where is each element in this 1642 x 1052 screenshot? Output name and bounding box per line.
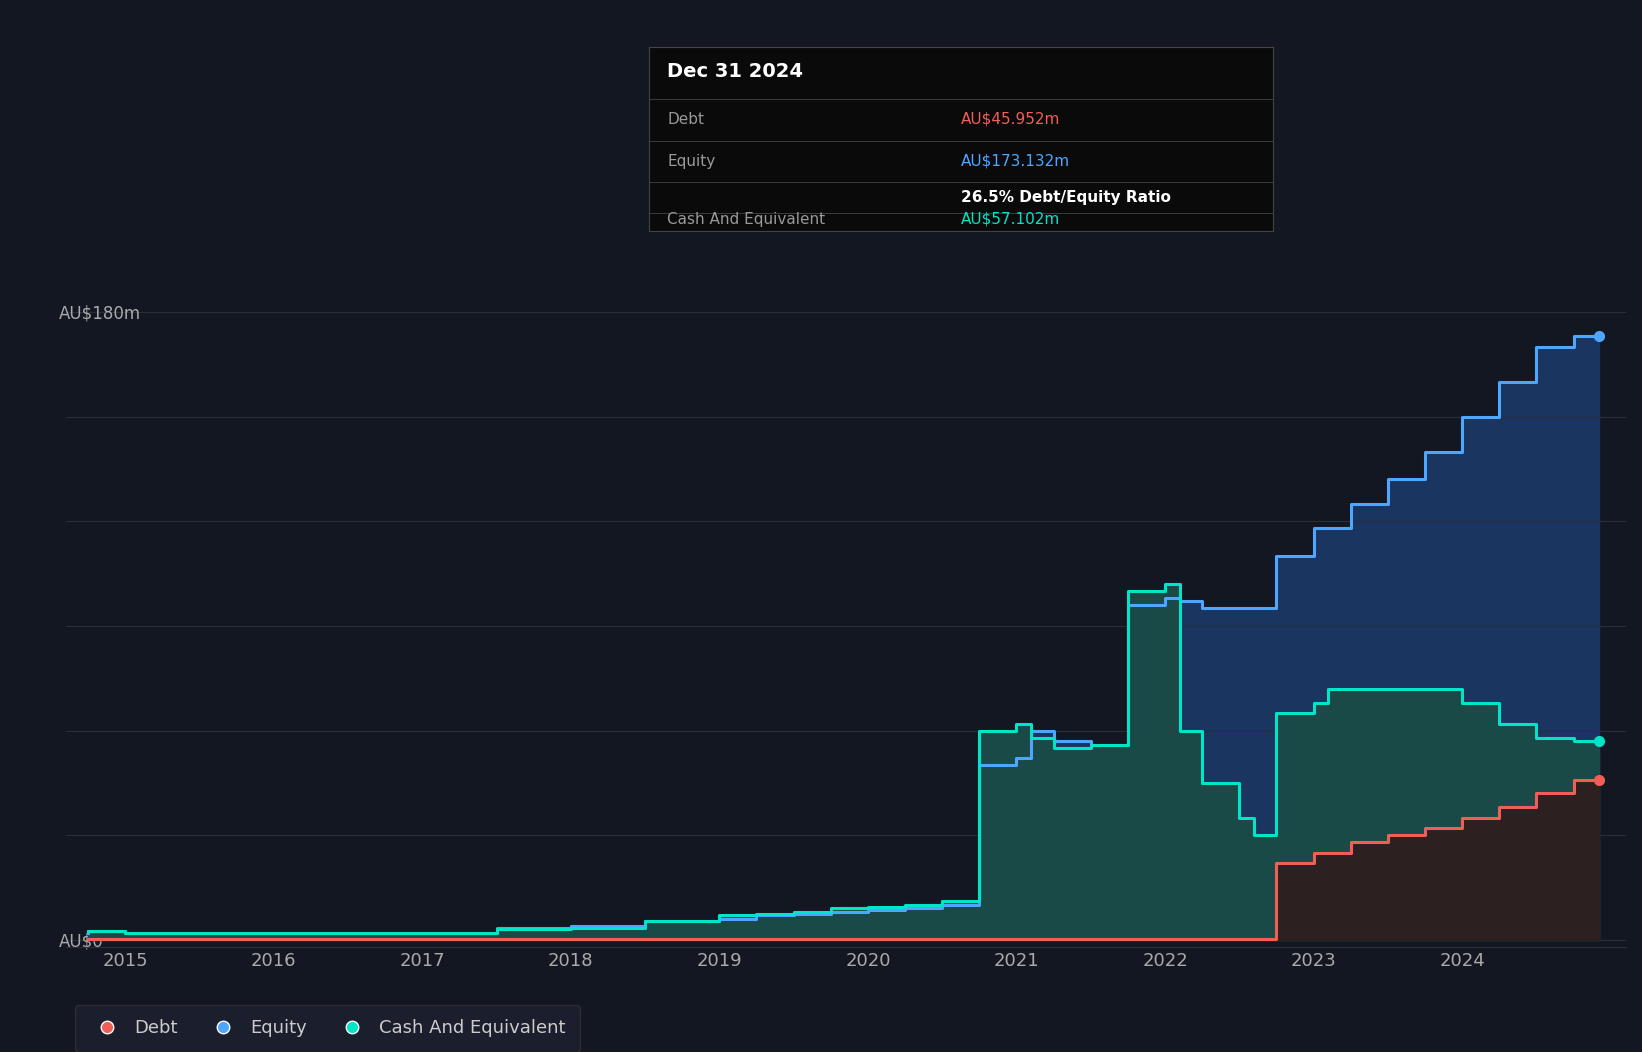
Text: Dec 31 2024: Dec 31 2024 [667,62,803,81]
Text: Cash And Equivalent: Cash And Equivalent [667,211,826,227]
Text: Equity: Equity [667,154,716,169]
Text: AU$45.952m: AU$45.952m [961,112,1061,126]
Text: AU$173.132m: AU$173.132m [961,154,1069,169]
Text: AU$57.102m: AU$57.102m [961,211,1059,227]
Legend: Debt, Equity, Cash And Equivalent: Debt, Equity, Cash And Equivalent [74,1005,580,1052]
Text: Debt: Debt [667,112,704,126]
Text: 26.5% Debt/Equity Ratio: 26.5% Debt/Equity Ratio [961,189,1171,205]
